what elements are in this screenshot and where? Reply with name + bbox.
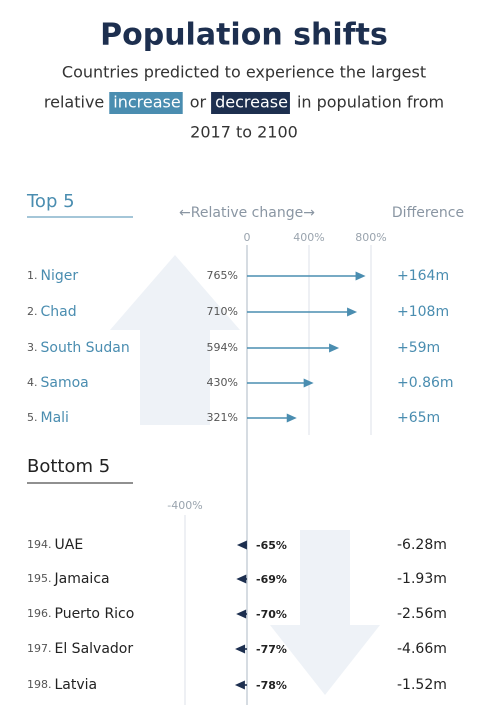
value-label: -69% [256, 573, 287, 586]
arrow-head [329, 343, 340, 353]
highlight-box [211, 92, 290, 114]
bar-arrow [236, 609, 247, 619]
bg-up-arrow [110, 255, 240, 425]
bar-arrow [247, 413, 297, 423]
row-label: 198. Latvia [27, 677, 97, 693]
arrow-head [286, 413, 297, 423]
rank: 4. [27, 376, 38, 389]
value-label: 765% [207, 269, 238, 282]
arrow-head [236, 540, 247, 550]
row-label: 196. Puerto Rico [27, 606, 134, 622]
arrow-head [234, 680, 245, 690]
highlight-word: increase [113, 93, 180, 112]
difference-header: Difference [392, 205, 464, 221]
section-title: Top 5 [26, 191, 75, 212]
country: UAE [55, 537, 84, 553]
row-label: 195. Jamaica [27, 571, 110, 587]
bar-arrow [247, 343, 340, 353]
axis-label: ←Relative change→ [179, 205, 315, 221]
rank: 197. [27, 642, 52, 655]
subtitle: 2017 to 2100 [190, 123, 298, 142]
rank: 198. [27, 678, 52, 691]
subtitle-line: relative increase or decrease in population … [44, 92, 444, 114]
x-tick-label: -400% [167, 499, 202, 512]
bar-arrow [236, 540, 247, 550]
value-label: -65% [256, 539, 287, 552]
subtitle: relative [44, 93, 104, 112]
country: Puerto Rico [55, 606, 135, 622]
section-title: Bottom 5 [27, 456, 110, 477]
rank: 196. [27, 607, 52, 620]
x-tick-label: 800% [355, 231, 386, 244]
country: Jamaica [54, 571, 110, 587]
country: El Salvador [55, 641, 134, 657]
arrow-head [347, 307, 358, 317]
x-tick-label: 0 [244, 231, 251, 244]
difference: +164m [397, 268, 449, 284]
country: Mali [41, 410, 69, 426]
difference: -6.28m [397, 537, 447, 553]
row-label: 3. South Sudan [27, 340, 130, 356]
country: Niger [41, 268, 79, 284]
difference: +0.86m [397, 375, 454, 391]
bar-arrow [236, 574, 247, 584]
difference: +59m [397, 340, 440, 356]
difference: -2.56m [397, 606, 447, 622]
bg-down-arrow [270, 530, 380, 695]
subtitle: in population from [297, 93, 444, 112]
row-label: 5. Mali [27, 410, 69, 426]
row-label: 2. Chad [27, 304, 77, 320]
arrow-head [235, 644, 246, 654]
difference: +108m [397, 304, 449, 320]
bar-arrow [235, 644, 247, 654]
highlight-word: decrease [215, 93, 288, 112]
rank: 1. [27, 269, 38, 282]
bar-arrow [247, 378, 314, 388]
bar-arrow [234, 680, 247, 690]
country: Chad [41, 304, 77, 320]
value-label: -70% [256, 608, 287, 621]
subtitle: or [190, 93, 207, 112]
subtitle: Countries predicted to experience the la… [62, 63, 426, 82]
country: Latvia [55, 677, 98, 693]
arrow-head [236, 609, 247, 619]
row-label: 4. Samoa [27, 375, 89, 391]
difference: -4.66m [397, 641, 447, 657]
value-label: 321% [207, 411, 238, 424]
value-label: 710% [207, 305, 238, 318]
country: South Sudan [41, 340, 130, 356]
arrow-head [303, 378, 314, 388]
arrow-head [236, 574, 247, 584]
value-label: -77% [256, 643, 287, 656]
value-label: 594% [207, 341, 238, 354]
bar-arrow [247, 307, 358, 317]
rank: 3. [27, 341, 38, 354]
row-label: 197. El Salvador [27, 641, 133, 657]
value-label: 430% [207, 376, 238, 389]
rank: 194. [27, 538, 52, 551]
row-label: 194. UAE [27, 537, 83, 553]
chart-title: Population shifts [100, 18, 388, 53]
country: Samoa [41, 375, 89, 391]
row-label: 1. Niger [27, 268, 78, 284]
value-label: -78% [256, 679, 287, 692]
highlight-box [109, 92, 183, 114]
difference: -1.93m [397, 571, 447, 587]
rank: 5. [27, 411, 38, 424]
bar-arrow [247, 271, 366, 281]
rank: 2. [27, 305, 38, 318]
arrow-head [355, 271, 366, 281]
difference: -1.52m [397, 677, 447, 693]
rank: 195. [27, 572, 52, 585]
difference: +65m [397, 410, 440, 426]
x-tick-label: 400% [293, 231, 324, 244]
